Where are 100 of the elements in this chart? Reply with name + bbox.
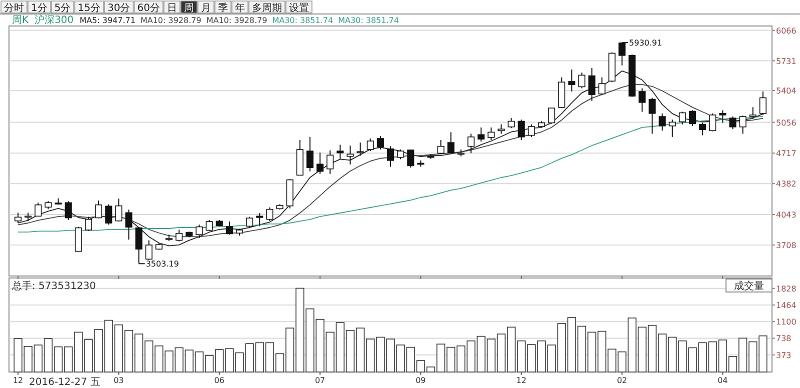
y-tick-label: 5404: [776, 86, 796, 96]
candlestick: [437, 140, 444, 155]
candlestick: [668, 119, 676, 138]
candlestick: [14, 212, 22, 224]
candlestick: [508, 118, 515, 129]
candlestick: [145, 240, 152, 260]
candlestick: [266, 206, 274, 222]
candlestick: [688, 110, 696, 126]
candlestick: [407, 148, 414, 168]
text: MA30: 3851.74: [272, 16, 334, 25]
candlestick: [125, 209, 132, 240]
candlestick: [598, 76, 606, 96]
text: 年: [234, 2, 245, 14]
candlestick: [206, 219, 213, 232]
text: 5分: [54, 2, 71, 14]
candlestick: [749, 106, 756, 119]
annotation: 成交量: [734, 280, 764, 292]
candlestick: [84, 216, 92, 232]
candlestick: [95, 200, 102, 219]
candlestick: [135, 226, 142, 264]
candlestick: [699, 122, 706, 136]
text: 周: [184, 3, 194, 14]
candlestick: [568, 69, 576, 92]
chart-title: 总手: 573531230: [11, 280, 96, 292]
x-tick-label: 04: [718, 376, 728, 385]
candlestick: [316, 152, 324, 174]
x-tick-label: 06: [214, 376, 224, 385]
x-tick-label: 07: [314, 376, 326, 385]
candlestick: [226, 221, 233, 236]
y-tick-label: 6066: [776, 26, 796, 36]
text: 15分: [78, 2, 100, 14]
x-tick-label: 12: [12, 376, 24, 385]
candlestick: [336, 144, 344, 160]
candlestick: [588, 67, 596, 102]
y-tick-label: 5731: [776, 56, 796, 66]
candlestick: [64, 200, 72, 220]
candlestick: [346, 145, 354, 166]
text: 分时: [4, 2, 24, 14]
candlestick: [34, 202, 42, 217]
text: MA5: 3947.71: [80, 16, 136, 25]
y-tick-label: 1828: [776, 284, 796, 294]
candlestick: [618, 42, 626, 66]
candlestick: [366, 138, 374, 152]
x-tick-label: 03: [114, 376, 124, 385]
y-tick-label: 4382: [776, 180, 796, 189]
text: 日: [166, 3, 177, 14]
text: 多周期: [252, 2, 282, 14]
text: MA30: 3851.74: [338, 16, 399, 25]
chart-subtitle: 沪深300: [34, 14, 74, 26]
candlestick: [176, 229, 183, 242]
candlestick: [447, 132, 454, 154]
candlestick: [386, 146, 394, 168]
text: 设置: [288, 2, 309, 14]
text: 30分: [107, 2, 130, 14]
candlestick: [518, 119, 525, 141]
candlestick: [246, 216, 254, 228]
annotation: 5930.91: [629, 38, 662, 48]
candlestick: [498, 124, 505, 134]
x-tick-label: 09: [416, 376, 426, 385]
candlestick: [719, 110, 726, 124]
y-tick-label: 738: [776, 334, 792, 344]
text: 60分: [137, 2, 160, 14]
annotation: 3503.19: [146, 260, 179, 269]
candlestick: [488, 126, 495, 141]
y-tick-label: 1100: [776, 318, 796, 327]
candlestick: [468, 133, 475, 154]
candlestick: [578, 72, 586, 89]
candlestick: [115, 198, 122, 222]
candlestick: [678, 111, 686, 125]
candlestick: [638, 88, 646, 112]
y-tick-label: 373: [776, 350, 792, 360]
candlestick: [397, 148, 404, 160]
candlestick: [548, 108, 556, 124]
x-tick-label: 12: [516, 376, 526, 385]
text: 月: [200, 3, 211, 14]
text: 季: [218, 2, 228, 14]
candlestick: [739, 115, 746, 134]
y-tick-label: 3708: [776, 241, 796, 250]
y-tick-label: 5056: [776, 118, 796, 128]
text: 1分: [31, 2, 48, 14]
candlestick: [74, 226, 82, 252]
text: 2016-12-27 五: [29, 377, 100, 388]
candlestick: [759, 90, 766, 116]
candlestick: [528, 124, 535, 138]
candlestick: [709, 112, 716, 132]
candlestick: [326, 150, 334, 174]
y-tick-label: 4043: [776, 210, 796, 220]
y-tick-label: 1464: [776, 301, 796, 310]
candlestick: [478, 126, 485, 142]
candlestick: [256, 212, 264, 227]
candlestick: [306, 136, 314, 172]
chart-title: 周K: [12, 15, 29, 26]
candlestick: [648, 97, 656, 134]
text: MA10: 3928.79: [206, 16, 268, 25]
candlestick: [105, 204, 112, 226]
candlestick: [658, 112, 666, 132]
x-tick-label: 02: [616, 376, 628, 385]
text: MA10: 3928.79: [140, 16, 202, 25]
candlestick: [376, 135, 384, 150]
candlestick: [729, 116, 736, 130]
